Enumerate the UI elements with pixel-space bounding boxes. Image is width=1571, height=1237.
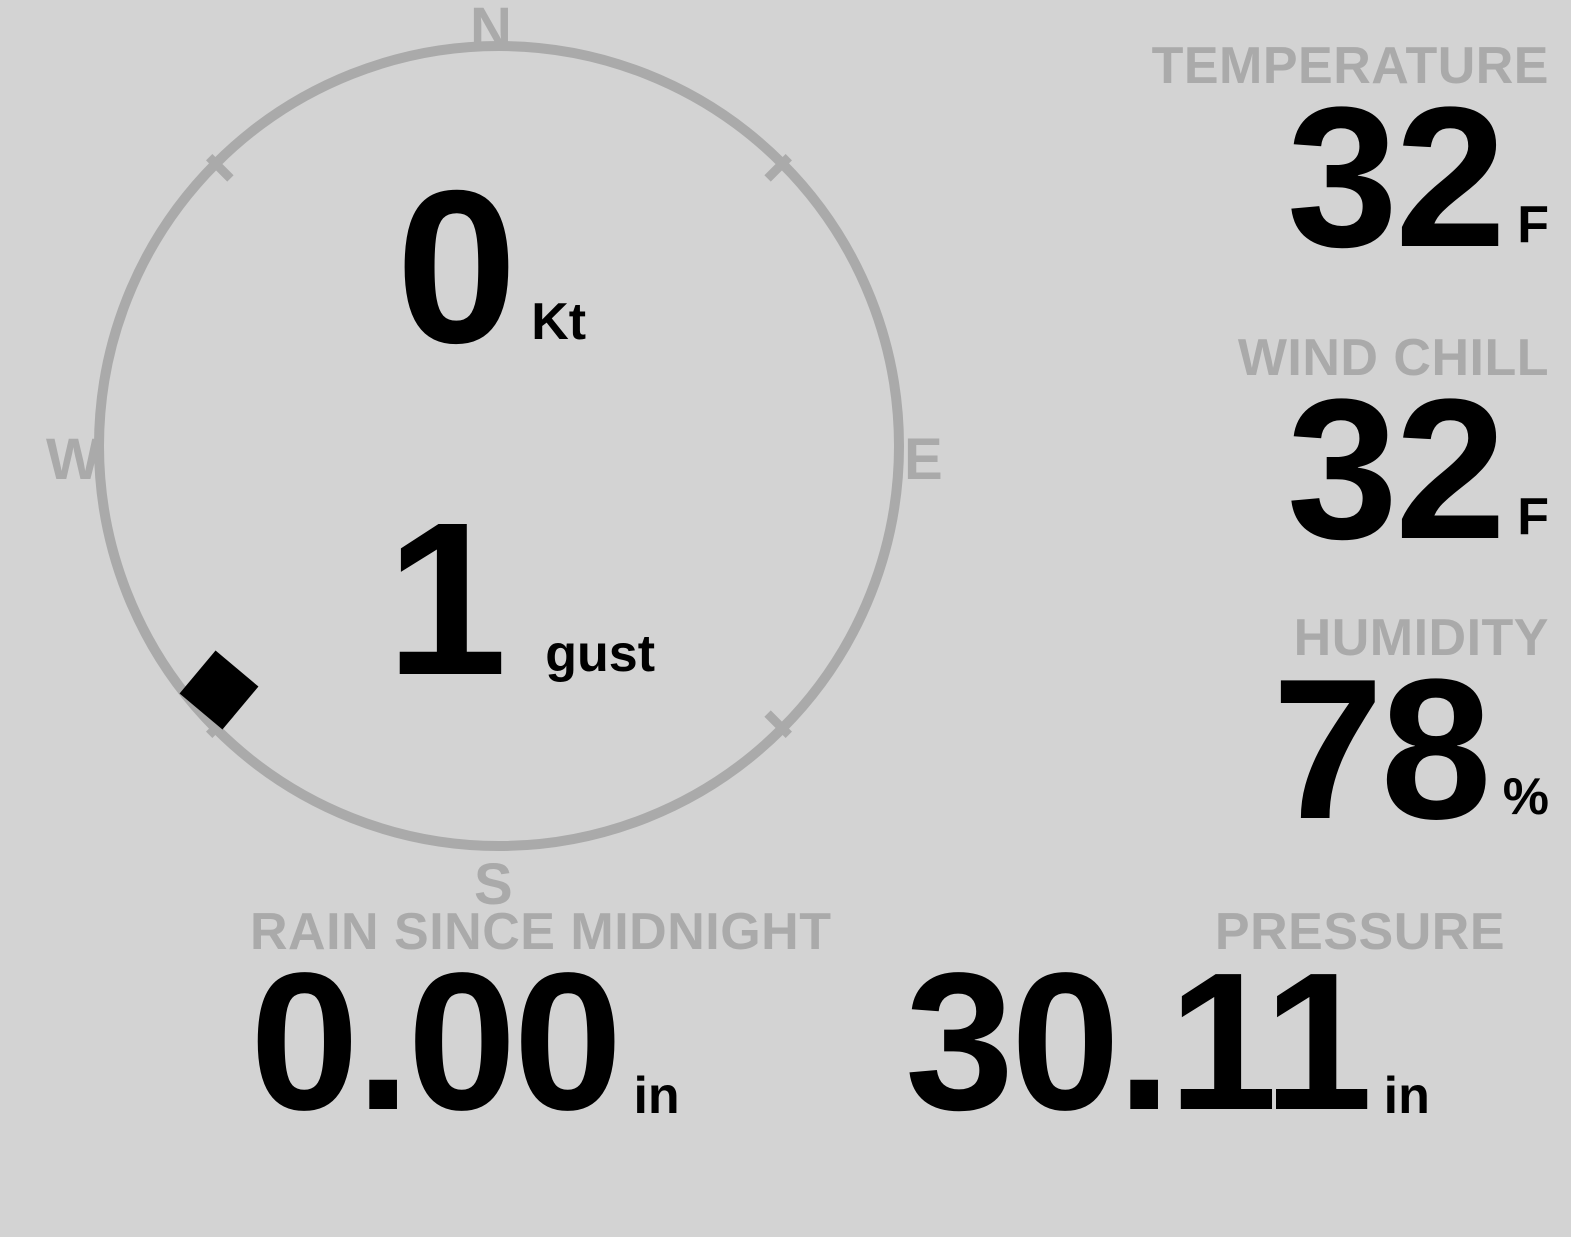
- rain-value: 0.00: [250, 932, 622, 1151]
- compass-dial-svg: [94, 41, 904, 851]
- compass-label-east: E: [904, 427, 943, 492]
- temperature-row: 32 F: [1152, 66, 1549, 289]
- humidity-label: HUMIDITY: [1293, 609, 1549, 667]
- temperature-unit: F: [1517, 196, 1549, 255]
- wind-speed-unit: Kt: [531, 293, 587, 352]
- stat-wind-chill: WIND CHILL 32 F: [1237, 329, 1549, 581]
- wind-speed-value: 0: [396, 146, 517, 389]
- humidity-row: 78 %: [1272, 638, 1549, 861]
- wind-speed-readout: 0 Kt: [396, 146, 587, 389]
- temperature-label: TEMPERATURE: [1151, 37, 1549, 95]
- stat-humidity: HUMIDITY 78 %: [1272, 609, 1549, 861]
- humidity-value: 78: [1272, 638, 1491, 861]
- compass-label-south: S: [474, 852, 513, 917]
- wind-chill-label: WIND CHILL: [1237, 329, 1549, 387]
- compass-tick-nw: [206, 154, 234, 182]
- compass-label-north: N: [470, 0, 512, 61]
- wind-gust-readout: 1 gust: [386, 478, 656, 721]
- compass-tick-se: [764, 710, 792, 738]
- pressure-row: 30.11 in: [905, 932, 1505, 1151]
- compass-ring: [94, 41, 904, 851]
- pressure-value: 30.11: [905, 932, 1373, 1151]
- wind-gust-value: 1: [386, 478, 507, 721]
- wind-chill-row: 32 F: [1238, 358, 1549, 581]
- compass-label-west: W: [46, 427, 101, 492]
- wind-compass-gauge: N E S W 0 Kt 1 gust: [0, 0, 1000, 944]
- wind-chill-value: 32: [1286, 358, 1506, 581]
- wind-chill-unit: F: [1517, 488, 1549, 547]
- rain-row: 0.00 in: [250, 932, 832, 1151]
- compass-tick-ne: [764, 154, 792, 182]
- wind-gust-unit: gust: [545, 625, 656, 684]
- stat-pressure: PRESSURE 30.11 in: [905, 903, 1505, 1151]
- pressure-unit: in: [1383, 1066, 1430, 1125]
- rain-unit: in: [633, 1066, 680, 1125]
- rain-label: RAIN SINCE MIDNIGHT: [250, 903, 832, 961]
- wind-direction-marker: [179, 650, 259, 730]
- pressure-label: PRESSURE: [1214, 903, 1505, 961]
- humidity-unit: %: [1502, 768, 1549, 827]
- stat-rain-since-midnight: RAIN SINCE MIDNIGHT 0.00 in: [250, 903, 832, 1151]
- temperature-value: 32: [1286, 66, 1506, 289]
- stat-temperature: TEMPERATURE 32 F: [1151, 37, 1549, 289]
